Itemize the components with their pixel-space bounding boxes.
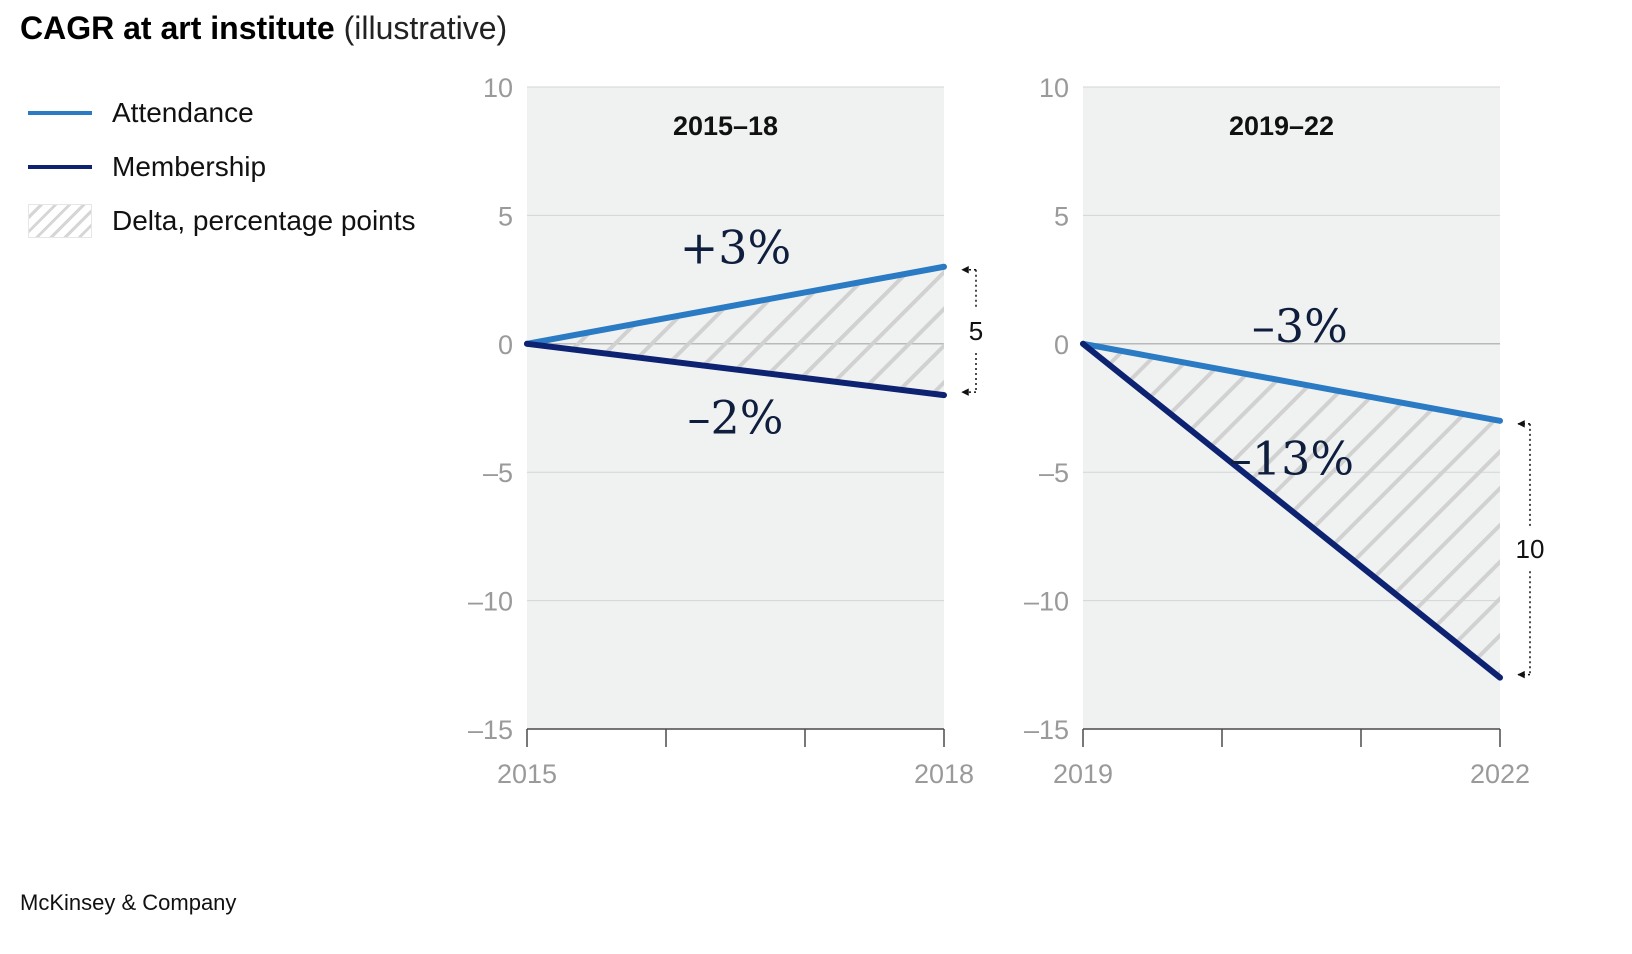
y-tick-label: –5	[483, 458, 513, 488]
delta-area	[527, 266, 944, 396]
y-tick-label: 10	[483, 73, 513, 103]
chart-title: CAGR at art institute (illustrative)	[20, 10, 507, 47]
y-tick-label: –15	[468, 715, 513, 745]
y-tick-label: –10	[468, 587, 513, 617]
legend-swatch-membership	[28, 165, 92, 169]
plot-background	[527, 87, 944, 729]
source-credit: McKinsey & Company	[20, 890, 237, 915]
legend-label-delta: Delta, percentage points	[112, 205, 416, 236]
x-tick-label: 2022	[1470, 759, 1530, 789]
chart-panel-2: 10 5 0 –5 –10 –15 2019 2022 2019–22 –3% –13% 10	[1024, 73, 1545, 789]
chart-panel-1: 10 5 0 –5 –10 –15 2015 2018 2015–18 +3% –2% 5	[468, 73, 983, 789]
y-tick-label: 10	[1039, 73, 1069, 103]
y-tick-label: 5	[498, 201, 513, 231]
y-tick-label: –10	[1024, 587, 1069, 617]
series-line-attendance	[1080, 340, 1503, 424]
legend-label-membership: Membership	[112, 151, 267, 182]
panel-title: 2015–18	[673, 111, 778, 141]
growth-label-membership: –2%	[688, 390, 784, 444]
legend-label-attendance: Attendance	[112, 97, 254, 128]
x-tick-label: 2015	[497, 759, 557, 789]
legend: Attendance Membership Delta, percentage …	[28, 86, 416, 248]
growth-label-membership: –13%	[1229, 432, 1354, 486]
legend-swatch-attendance	[28, 111, 92, 115]
growth-label-attendance: +3%	[680, 220, 792, 274]
x-tick-label: 2018	[914, 759, 974, 789]
chart-title-qualifier: (illustrative)	[343, 10, 508, 46]
series-line-attendance	[524, 263, 947, 347]
delta-label: 10	[1516, 534, 1545, 564]
series-line-membership	[1080, 340, 1503, 681]
y-tick-label: 5	[1054, 201, 1069, 231]
series-line-membership	[524, 340, 947, 399]
panel-title: 2019–22	[1229, 111, 1334, 141]
legend-item-attendance: Attendance	[28, 86, 416, 140]
legend-swatch-delta	[28, 204, 92, 238]
y-tick-label: 0	[1054, 330, 1069, 360]
y-tick-label: –5	[1039, 458, 1069, 488]
legend-item-membership: Membership	[28, 140, 416, 194]
x-tick-label: 2019	[1053, 759, 1113, 789]
chart-panels: 10 5 0 –5 –10 –15 2015 2018 2015–18 +3% –2% 5 10 5 0 –5…	[468, 73, 1545, 789]
y-tick-label: –15	[1024, 715, 1069, 745]
y-tick-label: 0	[498, 330, 513, 360]
legend-item-delta: Delta, percentage points	[28, 194, 416, 248]
delta-label: 5	[969, 316, 983, 346]
growth-label-attendance: –3%	[1252, 299, 1348, 353]
chart-title-main: CAGR at art institute	[20, 10, 335, 46]
